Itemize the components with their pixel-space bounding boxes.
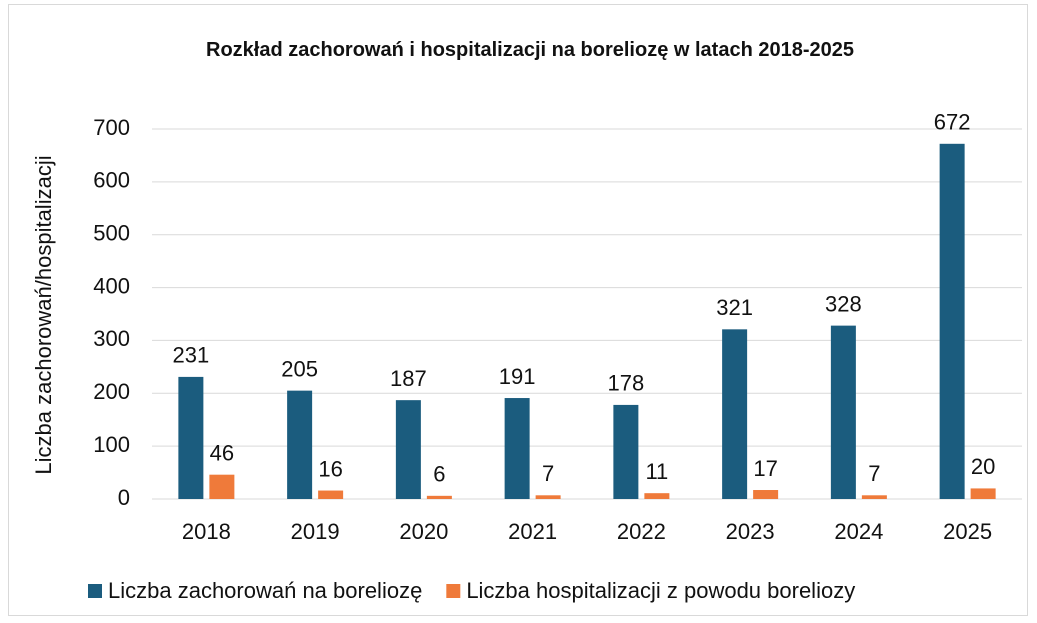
bar [395, 400, 421, 499]
y-tick-label: 500 [93, 221, 130, 246]
x-tick-label: 2022 [617, 519, 666, 544]
bar [830, 325, 856, 499]
data-label: 231 [173, 343, 210, 368]
bar [753, 490, 779, 499]
legend-label: Liczba hospitalizacji z powodu boreliozy [466, 578, 855, 603]
bar [178, 376, 204, 499]
bar [939, 143, 965, 500]
bar [613, 404, 639, 499]
legend-label: Liczba zachorowań na boreliozę [108, 578, 422, 603]
bar [535, 495, 561, 499]
y-tick-label: 600 [93, 168, 130, 193]
legend-swatch [88, 584, 102, 598]
data-label: 328 [825, 291, 862, 316]
bar [970, 488, 996, 499]
data-label: 187 [390, 366, 427, 391]
data-label: 7 [542, 461, 554, 486]
x-tick-label: 2021 [508, 519, 557, 544]
bar [644, 493, 670, 499]
chart-title: Rozkład zachorowań i hospitalizacji na b… [206, 39, 854, 61]
bar [287, 390, 313, 499]
y-tick-label: 100 [93, 432, 130, 457]
data-label: 11 [645, 459, 668, 484]
x-tick-label: 2023 [726, 519, 775, 544]
data-label: 7 [868, 461, 880, 486]
bar [504, 398, 530, 499]
legend-swatch [446, 584, 461, 598]
data-label: 191 [499, 364, 536, 389]
x-tick-label: 2019 [291, 519, 340, 544]
y-tick-label: 700 [93, 115, 130, 140]
data-label: 16 [318, 456, 342, 481]
data-label: 178 [608, 371, 645, 396]
y-tick-label: 0 [118, 485, 130, 510]
y-axis-label: Liczba zachorowań/hospitalizacji [31, 155, 56, 474]
data-label: 17 [753, 456, 777, 481]
data-label: 6 [433, 462, 445, 487]
bar [318, 490, 344, 499]
x-tick-label: 2025 [943, 519, 992, 544]
bar [426, 495, 452, 499]
x-tick-label: 2020 [399, 519, 448, 544]
bar [722, 329, 748, 499]
y-tick-label: 300 [93, 326, 130, 351]
y-tick-label: 200 [93, 379, 130, 404]
x-tick-label: 2018 [182, 519, 231, 544]
data-label: 46 [210, 440, 234, 465]
data-label: 672 [934, 110, 971, 135]
chart-frame [8, 4, 1028, 616]
data-label: 20 [971, 454, 995, 479]
bar [861, 495, 887, 499]
y-tick-label: 400 [93, 273, 130, 298]
x-tick-label: 2024 [834, 519, 883, 544]
bar [209, 474, 235, 499]
data-label: 321 [716, 295, 753, 320]
data-label: 205 [281, 356, 318, 381]
